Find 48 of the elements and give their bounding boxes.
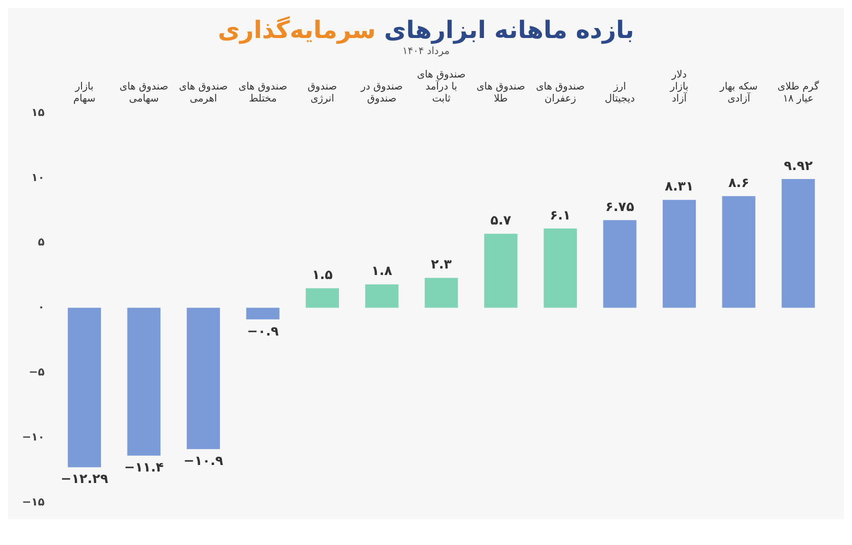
data-label: ۶.۱ [550,208,571,224]
bar [424,278,458,308]
bar [484,234,518,308]
data-label: ۸.۳۱ [664,180,694,195]
data-label: −۱۱.۴ [124,460,164,476]
x-tick-label: صندوق های با درآمد ثابت [416,70,466,105]
x-tick-label: صندوق های اهرمی [179,82,228,105]
data-label: ۵.۷ [490,214,512,229]
data-label: ۶.۷۵ [605,200,634,215]
y-tick-label: −۱۵ [22,495,45,508]
x-tick-label: صندوق های زعفران [536,82,585,105]
bar [662,200,696,308]
bar [722,196,756,308]
y-tick-label: −۱۰ [22,430,45,444]
data-label: ۱.۸ [371,264,392,280]
x-tick-label: سکه بهار آزادی [718,82,758,105]
x-tick-label: صندوق در صندوق [360,82,403,105]
x-tick-label: بازار سهام [73,82,96,105]
bar [782,178,815,308]
y-tick-label: ۱۵ [31,106,45,119]
bar [246,308,280,320]
x-tick-label: ارز دیجیتال [604,82,635,105]
bar [544,228,577,308]
data-label: ۲.۳ [430,258,452,273]
chart-title: بازده ماهانه ابزارهای سرمایه‌گذاری [216,16,636,44]
data-label: ۱.۵ [312,268,333,284]
bar [186,308,220,450]
y-tick-label: −۵ [28,365,45,378]
bar [603,220,636,308]
data-label: ۸.۶ [728,176,750,191]
x-tick-label: گرم طلای ۱۸ عیار [778,80,820,105]
data-label: ۹.۹۲ [784,158,813,174]
x-tick-label: صندوق انرژی [308,82,338,105]
x-tick-label: صندوق های سهامی [120,82,168,105]
y-tick-label: ۱۰ [31,170,45,184]
chart-subtitle: مرداد ۱۴۰۴ [401,46,451,57]
y-tick-label: ۵ [38,236,45,249]
bar [68,308,101,468]
bar [306,288,339,308]
data-label: −۰.۹ [247,324,279,340]
bar [127,308,160,456]
y-tick-label: ۰ [38,300,45,314]
x-tick-label: صندوق های مختلط [238,82,288,105]
data-label: −۱۲.۲۹ [60,472,108,488]
x-tick-label: دلار بازار آزاد [669,70,688,105]
data-label: −۱۰.۹ [184,454,224,470]
x-tick-label: صندوق های طلا [476,82,526,105]
bar [365,284,398,308]
